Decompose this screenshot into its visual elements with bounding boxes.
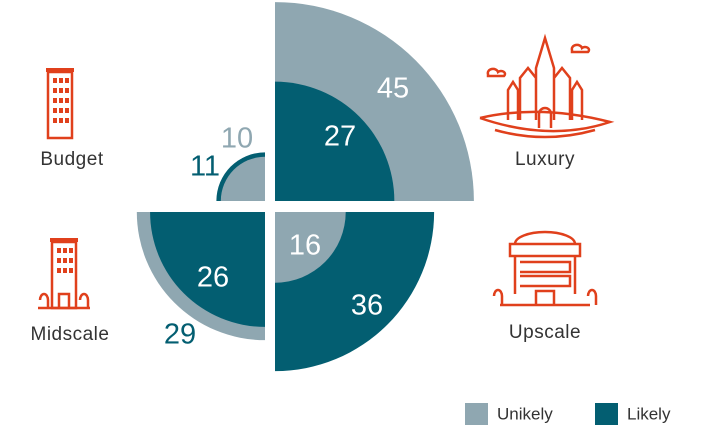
legend-label: Unikely — [497, 404, 553, 423]
value-label: 29 — [164, 319, 196, 351]
category-label: Upscale — [509, 322, 581, 343]
legend-label: Likely — [627, 404, 671, 423]
legend-swatch — [465, 403, 488, 425]
value-label: 11 — [190, 151, 220, 183]
category-label: Luxury — [515, 149, 575, 170]
value-label: 10 — [221, 123, 253, 155]
legend-swatch — [595, 403, 618, 425]
wedge — [150, 212, 265, 327]
icon-budget — [46, 68, 74, 140]
legend: Unikely Likely — [465, 403, 671, 425]
value-label: 36 — [351, 290, 383, 322]
wedge — [220, 156, 265, 201]
value-label: 27 — [324, 121, 356, 153]
icon-midscale — [38, 238, 90, 310]
wedge — [275, 212, 346, 283]
category-label: Midscale — [31, 324, 110, 345]
wedge — [275, 81, 395, 201]
value-label: 16 — [289, 230, 321, 262]
value-label: 45 — [377, 73, 409, 105]
icon-upscale — [492, 230, 598, 307]
icon-luxury — [479, 33, 615, 139]
value-label: 26 — [197, 262, 229, 294]
category-label: Budget — [40, 149, 103, 170]
